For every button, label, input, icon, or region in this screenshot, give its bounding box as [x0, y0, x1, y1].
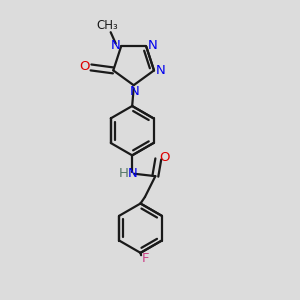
Text: CH₃: CH₃ — [97, 19, 118, 32]
Text: N: N — [129, 85, 139, 98]
Text: N: N — [147, 38, 157, 52]
Text: F: F — [142, 252, 149, 265]
Text: N: N — [156, 64, 165, 77]
Text: O: O — [160, 151, 170, 164]
Text: N: N — [110, 38, 120, 52]
Text: H: H — [118, 167, 128, 180]
Text: N: N — [128, 167, 138, 180]
Text: O: O — [79, 60, 90, 74]
